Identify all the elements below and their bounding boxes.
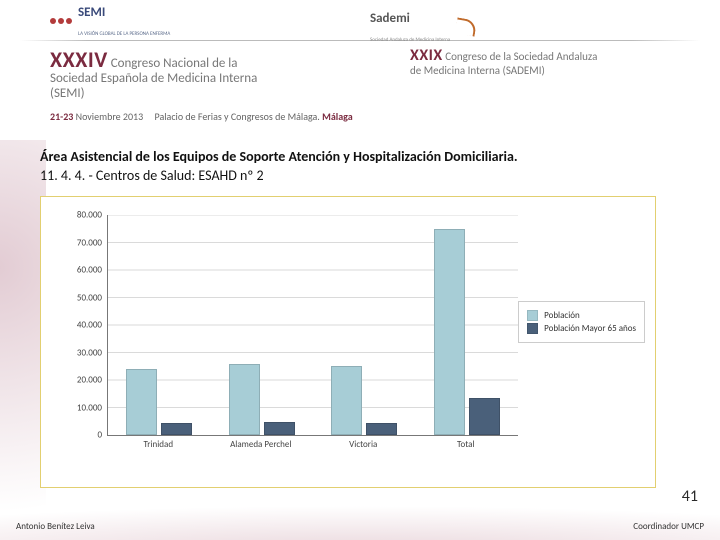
bottom-decoration	[0, 490, 720, 540]
ytick-label: 60.000	[77, 265, 108, 276]
legend-label-0: Población	[544, 310, 580, 321]
bar-pop	[229, 364, 260, 436]
content-headings: Área Asistencial de los Equipos de Sopor…	[40, 148, 680, 184]
chart-xcategories: TrinidadAlameda PerchelVictoriaTotal	[107, 439, 517, 450]
logo-sademi: Sademi Sociedad Andaluza de Medicina Int…	[370, 8, 476, 46]
chart-legend: Población Población Mayor 65 años	[518, 301, 645, 343]
ytick-label: 30.000	[77, 347, 108, 358]
slide: SEMI LA VISIÓN GLOBAL DE LA PERSONA ENFE…	[0, 0, 720, 540]
ytick-label: 50.000	[77, 292, 108, 303]
chart-plot-area: 010.00020.00030.00040.00050.00060.00070.…	[107, 215, 518, 436]
bar-group	[108, 215, 211, 435]
xcat-label: Total	[415, 439, 518, 450]
congress-left: XXXIV Congreso Nacional de la Sociedad E…	[50, 47, 350, 102]
congress-left-line2: Sociedad Española de Medicina Interna	[50, 71, 257, 86]
congress-right-line2: de Medicina Interna (SADEMI)	[410, 64, 545, 77]
congress-right-roman: XXIX	[410, 46, 443, 65]
legend-item-1: Población Mayor 65 años	[527, 323, 636, 334]
dates: 21-23	[50, 110, 73, 123]
legend-item-0: Población	[527, 310, 636, 321]
bar-group	[211, 215, 314, 435]
logo-semi: SEMI LA VISIÓN GLOBAL DE LA PERSONA ENFE…	[50, 2, 170, 40]
xcat-label: Alameda Perchel	[210, 439, 313, 450]
congress-left-roman: XXXIV	[50, 46, 108, 73]
ytick-label: 80.000	[77, 210, 108, 221]
logo-semi-sub: LA VISIÓN GLOBAL DE LA PERSONA ENFERMA	[78, 31, 170, 37]
logo-sademi-brand: Sademi	[370, 11, 410, 26]
bar-group	[416, 215, 519, 435]
xcat-label: Victoria	[312, 439, 415, 450]
chart-bars	[108, 215, 518, 435]
date-venue-row: 21-23 Noviembre 2013 Palacio de Ferias y…	[0, 102, 720, 123]
legend-label-1: Población Mayor 65 años	[544, 323, 636, 334]
dates-label: Noviembre 2013	[76, 110, 144, 123]
venue-city: Málaga	[322, 110, 353, 123]
congress-left-line1: Congreso Nacional de la	[111, 56, 238, 71]
sademi-swoosh-icon	[455, 17, 477, 36]
congress-titles: XXXIV Congreso Nacional de la Sociedad E…	[0, 47, 720, 102]
ytick-label: 40.000	[77, 320, 108, 331]
congress-left-acr: (SEMI)	[50, 86, 85, 101]
bar-pop	[331, 366, 362, 435]
header-divider	[20, 40, 700, 41]
bar-pop65	[161, 423, 192, 435]
ytick-label: 20.000	[77, 375, 108, 386]
header-banner: SEMI LA VISIÓN GLOBAL DE LA PERSONA ENFE…	[0, 0, 720, 140]
congress-right: XXIX Congreso de la Sociedad Andaluza de…	[410, 47, 690, 102]
page-number: 41	[682, 487, 698, 506]
bar-pop65	[366, 423, 397, 435]
legend-swatch-1	[527, 323, 538, 334]
logo-semi-brand: SEMI	[78, 5, 105, 20]
ytick-label: 70.000	[77, 237, 108, 248]
chart-inner: 010.00020.00030.00040.00050.00060.00070.…	[53, 209, 643, 475]
logo-row: SEMI LA VISIÓN GLOBAL DE LA PERSONA ENFE…	[0, 0, 720, 38]
footer-role: Coordinador UMCP	[633, 521, 704, 532]
chart-frame: 010.00020.00030.00040.00050.00060.00070.…	[40, 196, 656, 488]
footer-author: Antonio Benítez Leiva	[16, 521, 95, 532]
venue: Palacio de Ferias y Congresos de Málaga.	[155, 110, 320, 123]
bar-pop65	[469, 398, 500, 435]
bar-pop	[126, 369, 157, 435]
bar-pop	[434, 229, 465, 435]
bar-pop65	[264, 422, 295, 435]
xcat-label: Trinidad	[107, 439, 210, 450]
content-title: Área Asistencial de los Equipos de Sopor…	[40, 148, 680, 165]
semi-dots-icon	[50, 18, 72, 24]
legend-swatch-0	[527, 310, 538, 321]
bar-group	[313, 215, 416, 435]
content-subtitle: 11. 4. 4. - Centros de Salud: ESAHD nº 2	[40, 167, 680, 184]
logo-sademi-sub: Sociedad Andaluza de Medicina Interna	[370, 37, 450, 43]
congress-right-line1: Congreso de la Sociedad Andaluza	[445, 50, 597, 63]
ytick-label: 10.000	[77, 402, 108, 413]
